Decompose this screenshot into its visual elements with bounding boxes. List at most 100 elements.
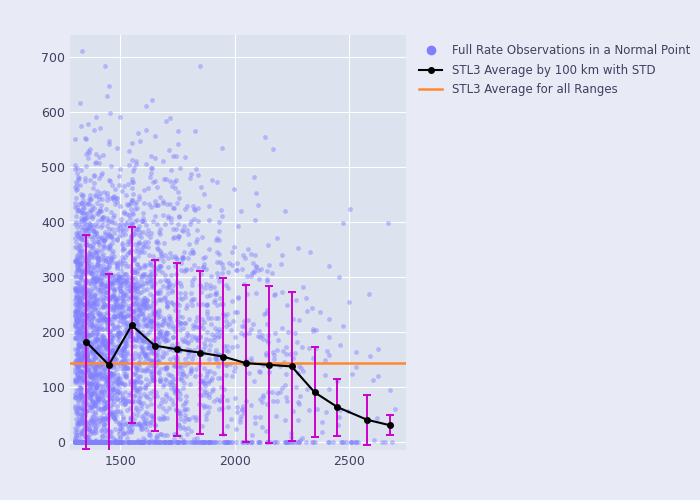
- Point: [163, 312, 174, 320]
- Point: [106, 369, 117, 377]
- Point: [119, 326, 130, 334]
- Point: [76, 328, 88, 336]
- Point: [182, 301, 193, 309]
- Point: [107, 284, 118, 292]
- Point: [176, 295, 188, 303]
- Point: [83, 294, 94, 302]
- Point: [174, 368, 185, 376]
- Point: [101, 234, 112, 242]
- Point: [307, 304, 318, 312]
- Point: [307, 327, 318, 335]
- Point: [279, 438, 290, 446]
- Point: [88, 438, 99, 446]
- Point: [108, 360, 119, 368]
- Point: [131, 378, 142, 386]
- Point: [86, 346, 97, 354]
- Point: [129, 354, 140, 362]
- Point: [152, 296, 163, 304]
- Point: [70, 308, 81, 316]
- Point: [253, 367, 265, 375]
- Point: [107, 320, 118, 328]
- Point: [146, 282, 157, 290]
- Point: [70, 378, 81, 386]
- Point: [172, 364, 183, 372]
- Point: [126, 174, 137, 182]
- Point: [184, 250, 195, 258]
- Point: [110, 297, 121, 305]
- Point: [145, 164, 156, 172]
- Point: [102, 196, 113, 203]
- Point: [99, 388, 110, 396]
- Point: [90, 379, 101, 387]
- Point: [80, 438, 91, 446]
- Point: [91, 438, 102, 446]
- Point: [111, 402, 122, 409]
- Point: [146, 168, 157, 176]
- Point: [131, 328, 142, 336]
- Point: [71, 316, 82, 324]
- Point: [109, 210, 120, 218]
- Point: [186, 295, 197, 303]
- Point: [90, 438, 101, 446]
- Point: [122, 240, 133, 248]
- Point: [127, 275, 138, 283]
- Point: [130, 420, 141, 428]
- Point: [170, 270, 181, 278]
- Point: [91, 328, 102, 336]
- Point: [71, 320, 82, 328]
- Point: [172, 199, 183, 207]
- Point: [113, 322, 124, 330]
- Point: [196, 438, 207, 446]
- Point: [88, 299, 99, 307]
- Point: [82, 330, 93, 338]
- Point: [119, 259, 130, 267]
- Point: [79, 341, 90, 349]
- Point: [85, 206, 96, 214]
- Point: [127, 337, 138, 345]
- Point: [74, 329, 85, 337]
- Point: [178, 324, 189, 332]
- Point: [158, 211, 169, 219]
- Point: [120, 400, 131, 408]
- Point: [104, 294, 115, 302]
- Point: [240, 254, 251, 262]
- Point: [99, 402, 111, 410]
- Point: [80, 336, 92, 344]
- Point: [101, 232, 112, 240]
- Point: [144, 438, 155, 446]
- Point: [152, 368, 163, 376]
- Point: [182, 415, 193, 423]
- Point: [132, 301, 144, 309]
- Point: [95, 323, 106, 331]
- Point: [173, 188, 184, 196]
- Point: [79, 410, 90, 418]
- Point: [159, 438, 170, 446]
- Point: [105, 328, 116, 336]
- Point: [77, 285, 88, 293]
- Point: [220, 316, 232, 324]
- Point: [128, 306, 139, 314]
- Point: [164, 380, 175, 388]
- Point: [122, 326, 133, 334]
- Point: [87, 438, 98, 446]
- Point: [113, 294, 124, 302]
- Point: [94, 335, 105, 343]
- Point: [149, 420, 160, 428]
- Point: [237, 358, 248, 366]
- Point: [101, 344, 112, 352]
- Point: [70, 438, 81, 446]
- Point: [116, 313, 127, 321]
- Point: [76, 416, 87, 424]
- Point: [78, 294, 89, 302]
- Point: [75, 258, 86, 266]
- Point: [116, 312, 127, 320]
- Point: [75, 247, 86, 255]
- Point: [74, 353, 85, 361]
- Point: [212, 272, 223, 280]
- Point: [100, 434, 111, 442]
- Point: [106, 373, 118, 381]
- Point: [132, 420, 143, 428]
- Point: [133, 438, 144, 446]
- Point: [125, 200, 136, 208]
- Point: [126, 332, 137, 340]
